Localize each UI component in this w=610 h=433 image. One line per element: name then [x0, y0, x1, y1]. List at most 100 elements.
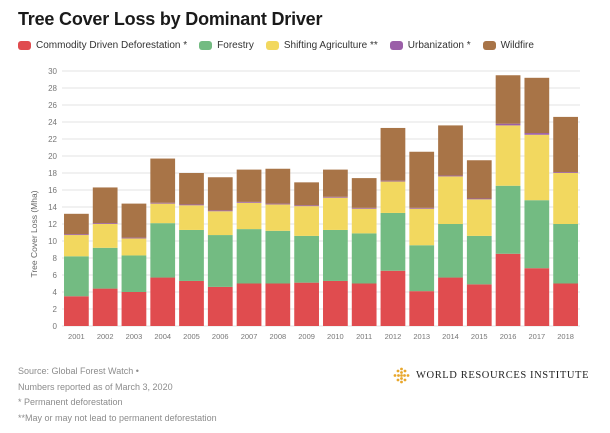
bar-wildfire-2003[interactable] — [121, 203, 147, 238]
bar-wildfire-2001[interactable] — [64, 213, 89, 235]
bar-shiftingagriculture-2012[interactable] — [380, 181, 406, 213]
bar-forestry-2006[interactable] — [207, 235, 233, 287]
bar-commoditydrivendeforestation-2009[interactable] — [294, 282, 319, 326]
bar-forestry-2011[interactable] — [351, 233, 377, 284]
bar-wildfire-2004[interactable] — [150, 158, 176, 203]
bar-wildfire-2014[interactable] — [438, 125, 463, 176]
bar-commoditydrivendeforestation-2001[interactable] — [64, 296, 89, 326]
bar-wildfire-2005[interactable] — [179, 173, 204, 205]
bar-urbanization-2010[interactable] — [323, 196, 348, 198]
bar-shiftingagriculture-2001[interactable] — [64, 235, 89, 257]
bar-shiftingagriculture-2005[interactable] — [179, 205, 204, 230]
bar-shiftingagriculture-2004[interactable] — [150, 203, 176, 224]
bar-urbanization-2018[interactable] — [553, 172, 578, 173]
bar-commoditydrivendeforestation-2002[interactable] — [92, 288, 118, 326]
bar-commoditydrivendeforestation-2007[interactable] — [236, 283, 262, 327]
bar-forestry-2018[interactable] — [553, 224, 578, 284]
bar-shiftingagriculture-2011[interactable] — [351, 208, 377, 234]
bar-forestry-2001[interactable] — [64, 256, 89, 297]
bar-shiftingagriculture-2009[interactable] — [294, 206, 319, 236]
bar-commoditydrivendeforestation-2011[interactable] — [351, 283, 377, 327]
bar-urbanization-2002[interactable] — [92, 223, 118, 224]
bar-shiftingagriculture-2017[interactable] — [524, 134, 550, 201]
bar-forestry-2014[interactable] — [438, 224, 463, 278]
bar-commoditydrivendeforestation-2005[interactable] — [179, 280, 204, 326]
bar-forestry-2012[interactable] — [380, 212, 406, 271]
bar-urbanization-2003[interactable] — [121, 237, 147, 239]
bar-urbanization-2001[interactable] — [64, 234, 89, 236]
bar-commoditydrivendeforestation-2018[interactable] — [553, 283, 578, 327]
bar-forestry-2017[interactable] — [524, 200, 550, 269]
bar-wildfire-2013[interactable] — [409, 151, 435, 208]
bar-urbanization-2013[interactable] — [409, 207, 435, 209]
bar-urbanization-2008[interactable] — [265, 203, 291, 205]
bar-forestry-2008[interactable] — [265, 230, 291, 284]
bar-shiftingagriculture-2013[interactable] — [409, 208, 435, 246]
x-tick-label: 2008 — [269, 332, 286, 341]
bar-commoditydrivendeforestation-2014[interactable] — [438, 277, 463, 326]
legend-item-commodity[interactable]: Commodity Driven Deforestation * — [18, 40, 187, 51]
bar-commoditydrivendeforestation-2015[interactable] — [466, 284, 492, 326]
wri-logo[interactable]: WORLD RESOURCES INSTITUTE — [393, 367, 589, 384]
bar-shiftingagriculture-2010[interactable] — [323, 197, 348, 230]
bar-commoditydrivendeforestation-2012[interactable] — [380, 270, 406, 326]
bar-wildfire-2006[interactable] — [207, 177, 233, 211]
bar-forestry-2013[interactable] — [409, 245, 435, 292]
legend-item-forestry[interactable]: Forestry — [199, 40, 254, 51]
bar-forestry-2005[interactable] — [179, 229, 204, 281]
bar-urbanization-2017[interactable] — [524, 133, 550, 135]
bar-urbanization-2014[interactable] — [438, 175, 463, 177]
bar-commoditydrivendeforestation-2006[interactable] — [207, 286, 233, 326]
bar-wildfire-2018[interactable] — [553, 116, 578, 173]
bar-shiftingagriculture-2006[interactable] — [207, 211, 233, 236]
bar-wildfire-2007[interactable] — [236, 169, 262, 202]
bar-commoditydrivendeforestation-2004[interactable] — [150, 277, 176, 326]
footer-notes: Source: Global Forest Watch • Numbers re… — [18, 364, 217, 426]
bar-shiftingagriculture-2007[interactable] — [236, 202, 262, 230]
bar-wildfire-2011[interactable] — [351, 178, 377, 208]
bar-commoditydrivendeforestation-2003[interactable] — [121, 292, 147, 326]
bar-urbanization-2005[interactable] — [179, 204, 204, 206]
legend-item-urbanization[interactable]: Urbanization * — [389, 40, 471, 51]
bar-urbanization-2007[interactable] — [236, 201, 262, 203]
bar-shiftingagriculture-2016[interactable] — [495, 125, 521, 186]
bar-commoditydrivendeforestation-2017[interactable] — [524, 268, 550, 326]
bar-wildfire-2017[interactable] — [524, 77, 550, 134]
bar-urbanization-2004[interactable] — [150, 202, 176, 204]
bar-forestry-2007[interactable] — [236, 229, 262, 284]
y-tick-label: 20 — [48, 152, 57, 161]
bar-wildfire-2009[interactable] — [294, 182, 319, 206]
bar-forestry-2003[interactable] — [121, 255, 147, 292]
bar-wildfire-2002[interactable] — [92, 187, 118, 224]
bar-commoditydrivendeforestation-2010[interactable] — [323, 280, 348, 326]
bar-urbanization-2015[interactable] — [466, 198, 492, 200]
bar-wildfire-2016[interactable] — [495, 75, 521, 124]
bar-urbanization-2009[interactable] — [294, 205, 319, 207]
logo-dot — [400, 371, 403, 374]
bar-forestry-2002[interactable] — [92, 247, 118, 289]
bar-forestry-2016[interactable] — [495, 185, 521, 254]
bar-shiftingagriculture-2018[interactable] — [553, 173, 578, 224]
bar-forestry-2009[interactable] — [294, 235, 319, 283]
bar-urbanization-2016[interactable] — [495, 123, 521, 126]
bar-urbanization-2011[interactable] — [351, 207, 377, 209]
bar-commoditydrivendeforestation-2008[interactable] — [265, 283, 291, 327]
bar-commoditydrivendeforestation-2016[interactable] — [495, 253, 521, 326]
bar-shiftingagriculture-2008[interactable] — [265, 204, 291, 231]
bar-shiftingagriculture-2003[interactable] — [121, 238, 147, 256]
bar-wildfire-2012[interactable] — [380, 127, 406, 181]
legend-item-shifting-agriculture[interactable]: Shifting Agriculture ** — [265, 40, 378, 51]
legend-item-wildfire[interactable]: Wildfire — [482, 40, 534, 51]
bar-wildfire-2008[interactable] — [265, 168, 291, 204]
bar-shiftingagriculture-2014[interactable] — [438, 176, 463, 224]
bar-forestry-2004[interactable] — [150, 223, 176, 278]
bar-urbanization-2012[interactable] — [380, 180, 406, 182]
bar-forestry-2015[interactable] — [466, 235, 492, 285]
bar-shiftingagriculture-2002[interactable] — [92, 224, 118, 248]
bar-forestry-2010[interactable] — [323, 229, 348, 281]
bar-urbanization-2006[interactable] — [207, 210, 233, 212]
bar-commoditydrivendeforestation-2013[interactable] — [409, 291, 435, 326]
bar-shiftingagriculture-2015[interactable] — [466, 199, 492, 236]
bar-wildfire-2010[interactable] — [323, 169, 348, 197]
bar-wildfire-2015[interactable] — [466, 160, 492, 199]
